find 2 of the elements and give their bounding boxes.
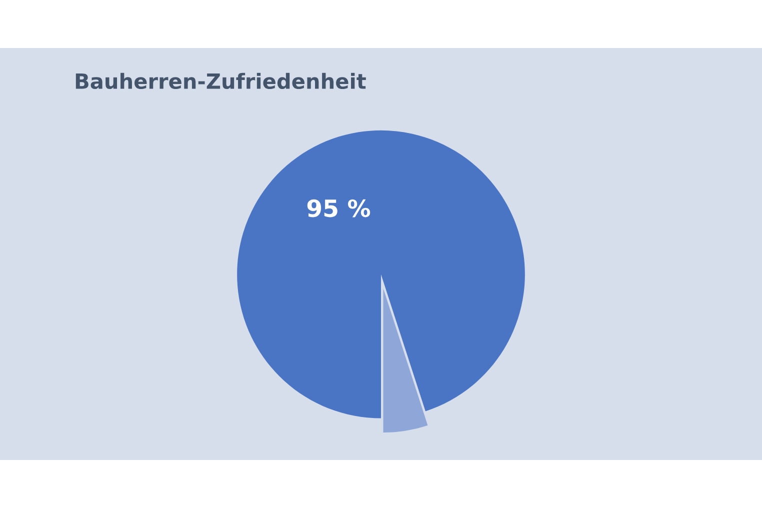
chart-title: Bauherren-Zufriedenheit	[76, 72, 366, 90]
data-label: 95 %	[307, 199, 370, 218]
